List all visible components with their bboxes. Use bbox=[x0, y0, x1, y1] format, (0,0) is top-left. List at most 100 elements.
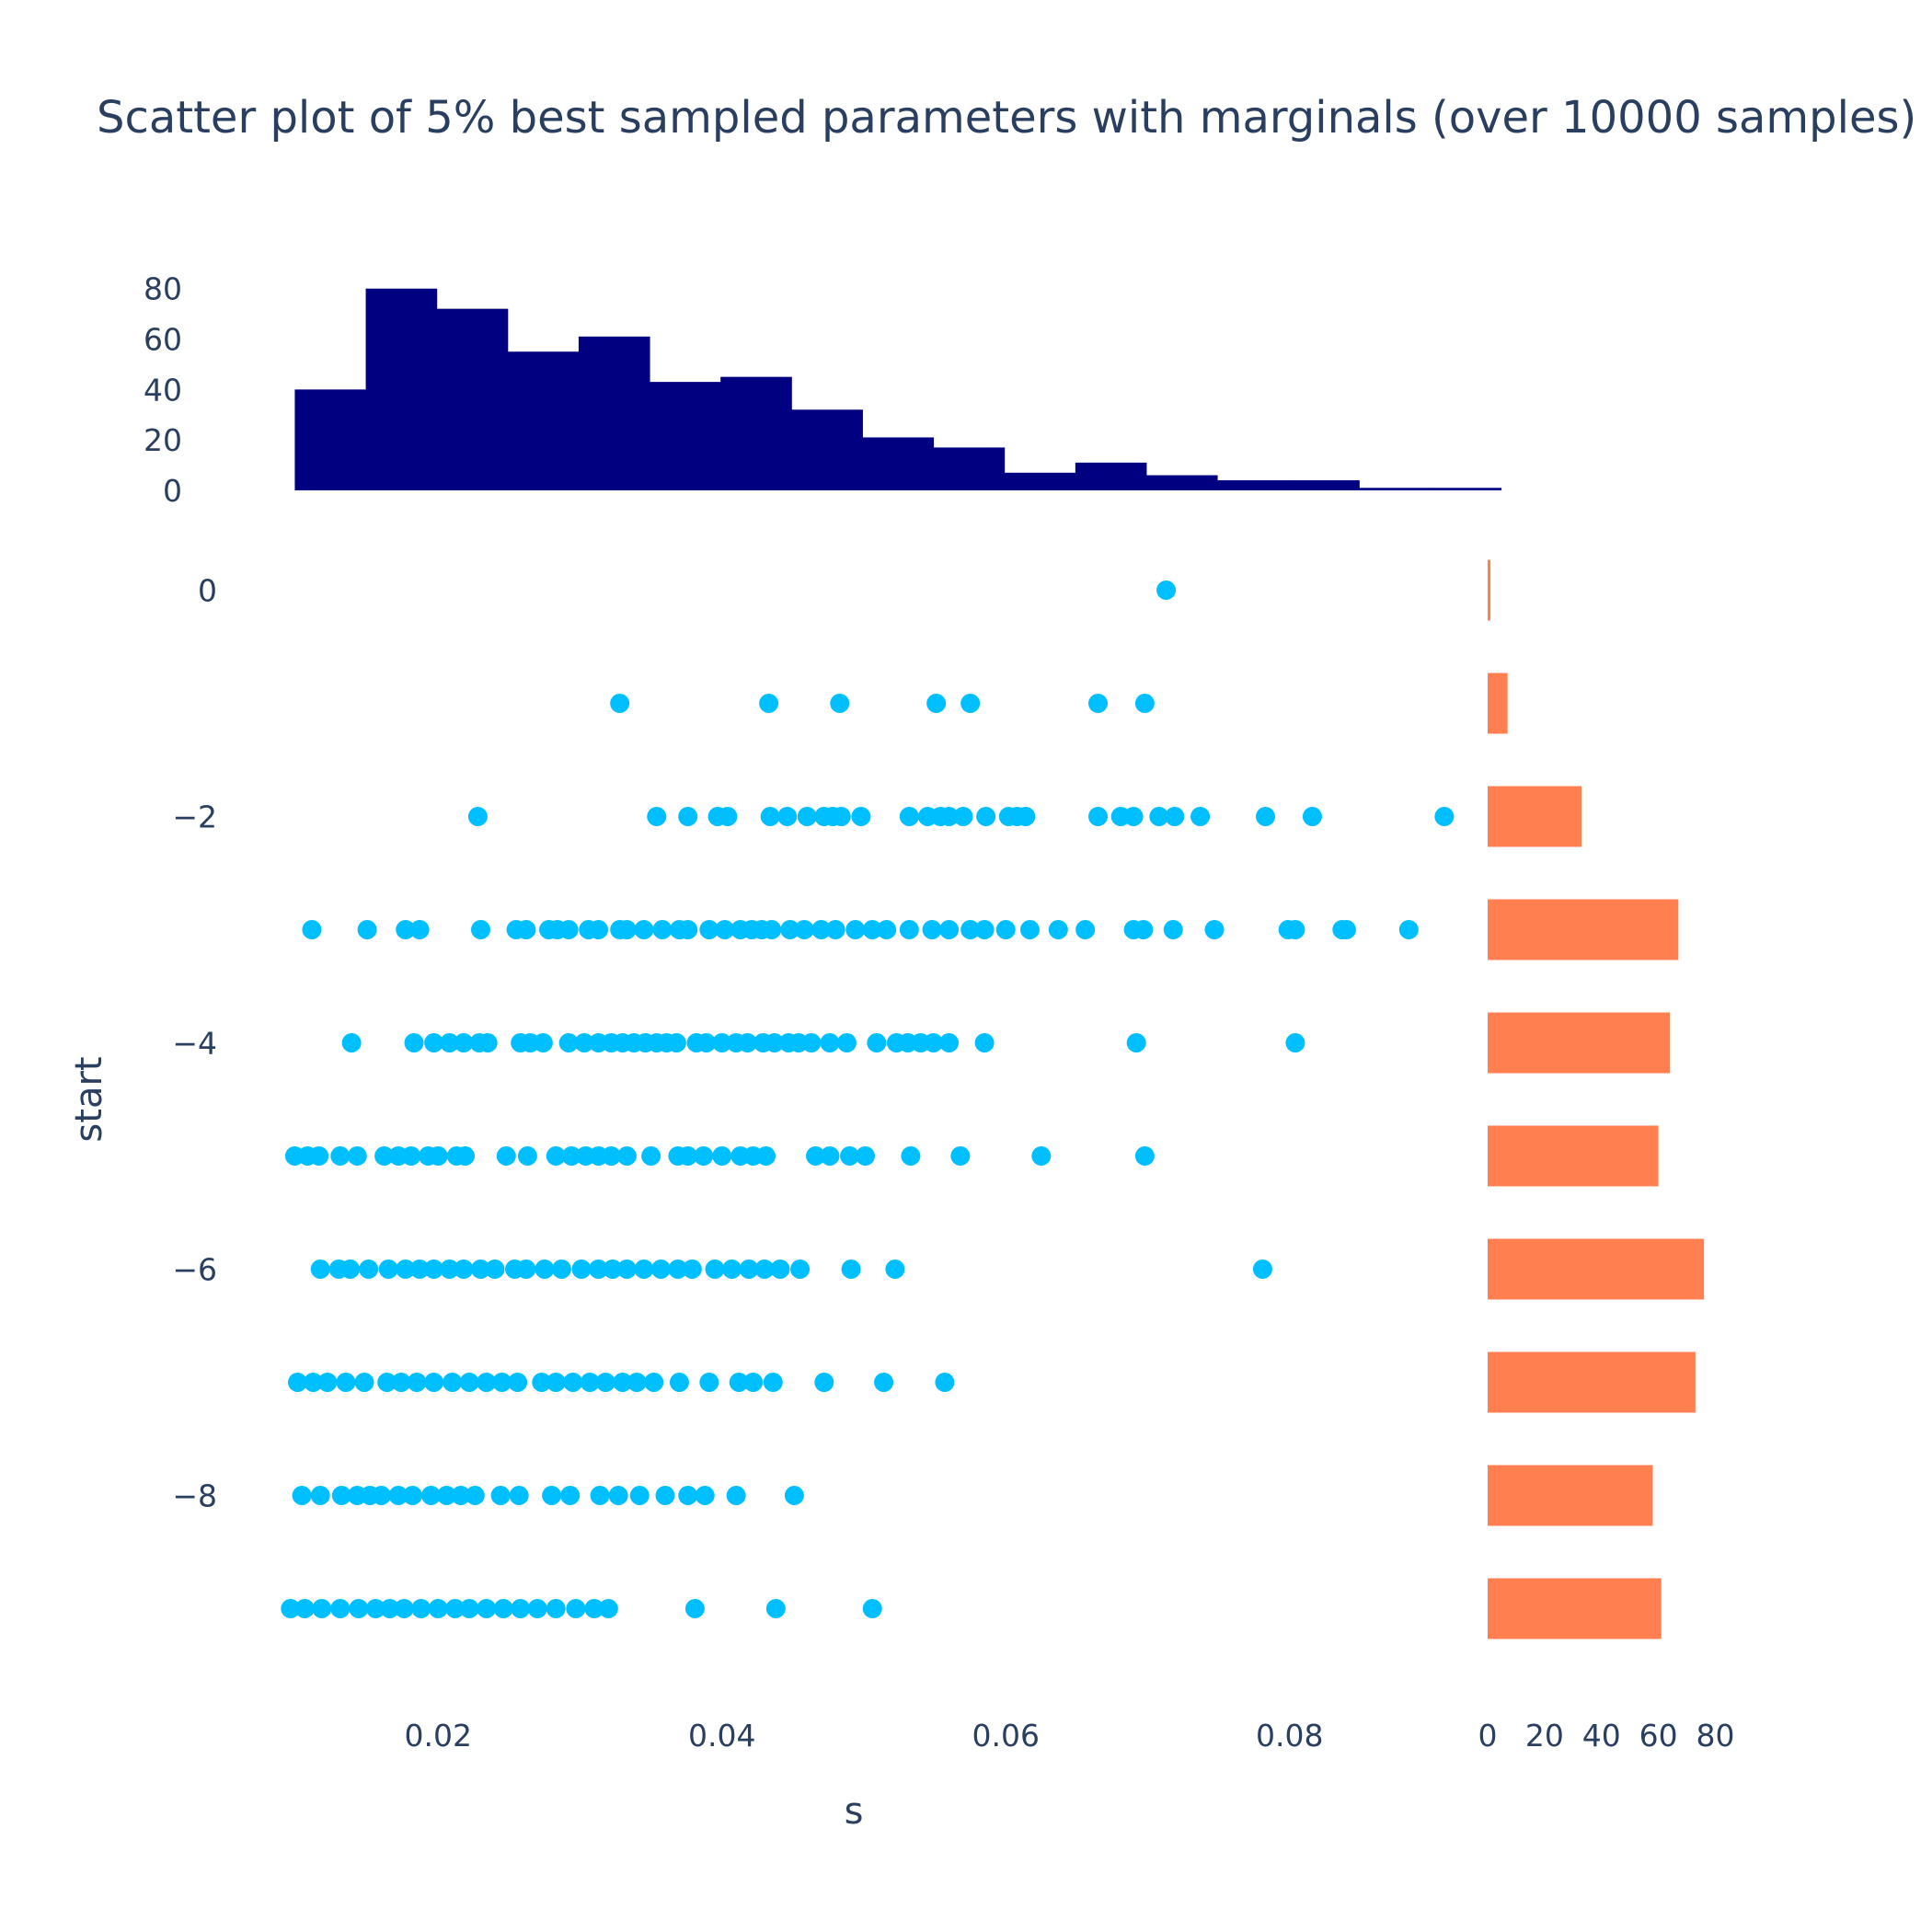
top-histogram-bar bbox=[436, 308, 509, 490]
top-histogram-bar bbox=[1075, 462, 1147, 490]
scatter-point bbox=[953, 807, 973, 826]
top-histogram-bar bbox=[294, 389, 367, 490]
top-histogram-bar bbox=[1430, 488, 1502, 490]
scatter-point bbox=[561, 1146, 581, 1166]
right-histogram-bar bbox=[1488, 1465, 1653, 1526]
scatter-point bbox=[1134, 1146, 1155, 1166]
scatter-point bbox=[317, 1373, 338, 1392]
scatter-point bbox=[806, 1146, 826, 1166]
scatter-point bbox=[939, 920, 960, 939]
scatter-point bbox=[960, 694, 981, 713]
scatter-point bbox=[695, 1486, 715, 1505]
scatter-point bbox=[402, 1486, 422, 1505]
y-tick-label: −6 bbox=[172, 1252, 217, 1288]
top-histogram-bar bbox=[1145, 475, 1218, 490]
scatter-point bbox=[1134, 694, 1155, 713]
scatter-point bbox=[1075, 920, 1096, 939]
scatter-point bbox=[440, 1259, 460, 1279]
scatter-point bbox=[924, 1033, 944, 1052]
top-histogram-bar bbox=[1004, 472, 1076, 490]
scatter-point bbox=[310, 1259, 330, 1279]
scatter-point bbox=[394, 1599, 414, 1618]
scatter-point bbox=[471, 1259, 490, 1279]
scatter-point bbox=[421, 1486, 442, 1505]
scatter-point bbox=[341, 1033, 362, 1052]
scatter-point bbox=[409, 1259, 430, 1279]
scatter-point bbox=[508, 1373, 528, 1392]
scatter-point bbox=[682, 1259, 702, 1279]
x-tick-label: 0.08 bbox=[1256, 1718, 1323, 1754]
scatter-point bbox=[443, 1373, 463, 1392]
scatter-point bbox=[765, 1033, 785, 1052]
scatter-point bbox=[899, 807, 919, 826]
scatter-point bbox=[1252, 1259, 1272, 1279]
scatter-point bbox=[589, 920, 609, 939]
scatter-point bbox=[874, 1373, 894, 1392]
scatter-point bbox=[516, 1259, 536, 1279]
scatter-point bbox=[718, 807, 738, 826]
scatter-point bbox=[1285, 1033, 1305, 1052]
scatter-point bbox=[546, 1599, 566, 1618]
scatter-point bbox=[1165, 807, 1185, 826]
scatter-point bbox=[935, 1373, 955, 1392]
scatter-point bbox=[760, 807, 780, 826]
scatter-point bbox=[1434, 807, 1455, 826]
top-histogram-bar bbox=[650, 382, 721, 490]
top-histogram-bar bbox=[862, 437, 935, 490]
scatter-point bbox=[551, 1259, 571, 1279]
scatter-point bbox=[845, 920, 866, 939]
scatter-point bbox=[995, 920, 1016, 939]
scatter-point bbox=[974, 1033, 995, 1052]
x-tick-label: 0.06 bbox=[972, 1718, 1040, 1754]
scatter-point bbox=[571, 1259, 592, 1279]
scatter-point bbox=[590, 1486, 610, 1505]
scatter-point bbox=[1088, 694, 1109, 713]
scatter-point bbox=[678, 807, 698, 826]
top-histogram-bar bbox=[1359, 488, 1431, 490]
right-histogram-bar bbox=[1488, 673, 1508, 734]
scatter-point bbox=[396, 1259, 416, 1279]
scatter-point bbox=[705, 1259, 725, 1279]
scatter-point bbox=[726, 1486, 746, 1505]
chart-title: Scatter plot of 5% best sampled paramete… bbox=[97, 92, 1917, 144]
scatter-point bbox=[616, 1146, 637, 1166]
scatter-point bbox=[424, 1373, 444, 1392]
top-histogram-y-tick-label: 60 bbox=[144, 322, 182, 358]
scatter-point bbox=[566, 1599, 586, 1618]
scatter-point bbox=[729, 1373, 749, 1392]
scatter-point bbox=[1133, 920, 1154, 939]
scatter-point bbox=[377, 1373, 397, 1392]
scatter-point bbox=[357, 920, 377, 939]
x-axis-ticks: 0.02 0.04 0.06 0.08 bbox=[404, 1718, 1323, 1754]
scatter-point bbox=[960, 920, 981, 939]
scatter-point bbox=[493, 1599, 513, 1618]
top-histogram-bar bbox=[720, 376, 792, 490]
scatter-point bbox=[340, 1259, 361, 1279]
scatter-point bbox=[831, 807, 851, 826]
scatter-point bbox=[517, 1146, 537, 1166]
scatter-point bbox=[496, 1146, 516, 1166]
scatter-point bbox=[330, 1146, 351, 1166]
scatter-point bbox=[485, 1259, 505, 1279]
scatter-point bbox=[454, 1033, 474, 1052]
scatter-point bbox=[627, 1373, 647, 1392]
scatter-point bbox=[1336, 920, 1356, 939]
scatter-point bbox=[331, 1486, 351, 1505]
scatter-point bbox=[580, 1373, 600, 1392]
scatter-point bbox=[801, 1033, 822, 1052]
scatter-point bbox=[374, 1146, 395, 1166]
scatter-point bbox=[330, 1599, 351, 1618]
scatter-point bbox=[404, 1033, 424, 1052]
scatter-point bbox=[652, 920, 673, 939]
scatter-point bbox=[535, 1259, 555, 1279]
scatter-point bbox=[303, 1373, 323, 1392]
y-tick-label: −8 bbox=[172, 1478, 217, 1514]
scatter-point bbox=[763, 1373, 783, 1392]
scatter-point bbox=[380, 1599, 400, 1618]
scatter-point bbox=[655, 1486, 675, 1505]
scatter-point bbox=[454, 1259, 474, 1279]
right-histogram-bar bbox=[1488, 786, 1582, 847]
scatter-point bbox=[584, 1599, 604, 1618]
scatter-point bbox=[820, 1146, 840, 1166]
